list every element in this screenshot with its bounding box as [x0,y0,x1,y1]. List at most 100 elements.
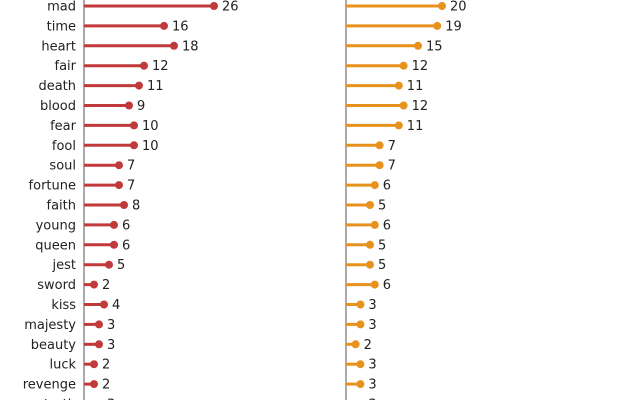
value-label-0-blood: 9 [137,99,145,114]
value-label-1-faith: 5 [378,199,386,214]
point-1-revenge [356,380,365,389]
value-label-0-time: 16 [172,19,189,34]
value-label-0-truth: 3 [107,398,115,400]
value-label-0-mad: 26 [222,0,239,15]
value-label-0-queen: 6 [122,238,130,253]
value-label-0-faith: 8 [132,199,140,214]
value-label-0-young: 6 [122,218,130,233]
value-label-1-queen: 5 [378,238,386,253]
point-0-jest [105,260,113,269]
point-0-heart [170,41,178,50]
category-label-beauty: beauty [31,338,77,353]
point-0-time [160,21,168,30]
point-0-death [135,81,143,90]
category-label-soul: soul [49,159,76,174]
category-label-mad: mad [47,0,76,15]
point-0-majesty [95,320,103,329]
category-label-time: time [47,19,76,34]
category-label-kiss: kiss [51,298,76,313]
point-0-revenge [90,380,98,389]
point-1-soul [375,161,384,170]
value-label-1-mad: 20 [450,0,467,15]
point-0-faith [120,201,128,209]
point-0-young [110,220,118,229]
category-label-queen: queen [35,238,76,253]
category-label-blood: blood [40,99,76,114]
point-0-mad [210,2,218,10]
point-1-kiss [356,300,365,309]
point-0-queen [110,240,118,249]
category-label-fool: fool [52,139,76,154]
category-label-revenge: revenge [23,378,76,393]
value-label-0-death: 11 [147,79,164,94]
panel-left: 2616181211910107786652433223 [83,0,239,400]
category-label-death: death [38,79,76,94]
point-1-death [394,81,403,90]
value-label-0-majesty: 3 [107,318,115,333]
value-label-1-sword: 6 [383,278,391,293]
point-1-beauty [351,340,360,349]
point-0-sword [90,280,98,289]
value-label-0-beauty: 3 [107,338,115,353]
value-label-0-fool: 10 [142,139,159,154]
point-1-faith [366,201,374,209]
value-label-1-majesty: 3 [368,318,376,333]
category-label-luck: luck [49,358,76,373]
point-0-fool [130,141,138,150]
point-1-time [433,21,442,30]
point-1-young [370,220,379,229]
value-label-1-blood: 12 [412,99,429,114]
category-label-faith: faith [47,199,77,214]
value-label-1-revenge: 3 [368,378,376,393]
point-0-luck [90,360,98,369]
value-label-0-kiss: 4 [112,298,120,313]
point-1-blood [399,101,408,110]
category-labels: mad time heart fair death blood fear fool soul fo… [23,0,77,400]
value-label-1-luck: 3 [368,358,376,373]
point-1-sword [370,280,379,289]
panel-right: 2019151211121177656556332333 [345,0,467,400]
category-label-heart: heart [41,39,76,54]
point-1-fair [399,61,408,70]
point-0-soul [115,161,123,170]
point-0-beauty [95,340,103,349]
value-label-1-fear: 11 [407,119,424,134]
point-1-fear [394,121,403,130]
category-label-jest: jest [52,258,76,273]
value-label-0-revenge: 2 [102,378,110,393]
value-label-1-soul: 7 [388,159,396,174]
value-label-1-jest: 5 [378,258,386,273]
point-1-luck [356,360,365,369]
point-0-fear [130,121,138,130]
point-1-queen [366,240,374,249]
category-label-truth: truth [44,398,76,400]
value-label-1-death: 11 [407,79,424,94]
value-label-1-fool: 7 [388,139,396,154]
category-label-fortune: fortune [29,179,76,194]
category-label-sword: sword [37,278,76,293]
value-label-1-time: 19 [445,19,462,34]
value-label-1-beauty: 2 [364,338,372,353]
point-0-kiss [100,300,108,309]
point-1-fool [375,141,384,150]
point-1-jest [366,260,374,269]
point-0-blood [125,101,133,110]
point-1-fortune [370,181,379,190]
category-label-fair: fair [55,59,77,74]
value-label-1-truth: 3 [368,398,376,400]
point-1-mad [438,2,446,10]
value-label-0-soul: 7 [127,159,135,174]
value-label-0-heart: 18 [182,39,199,54]
value-label-0-luck: 2 [102,358,110,373]
value-label-1-fortune: 6 [383,179,391,194]
value-label-1-heart: 15 [426,39,443,54]
point-0-fortune [115,181,123,190]
category-label-young: young [36,218,76,233]
value-label-0-jest: 5 [117,258,125,273]
value-label-0-sword: 2 [102,278,110,293]
value-label-1-kiss: 3 [368,298,376,313]
point-1-heart [414,41,422,50]
value-label-0-fortune: 7 [127,179,135,194]
value-label-1-young: 6 [383,218,391,233]
